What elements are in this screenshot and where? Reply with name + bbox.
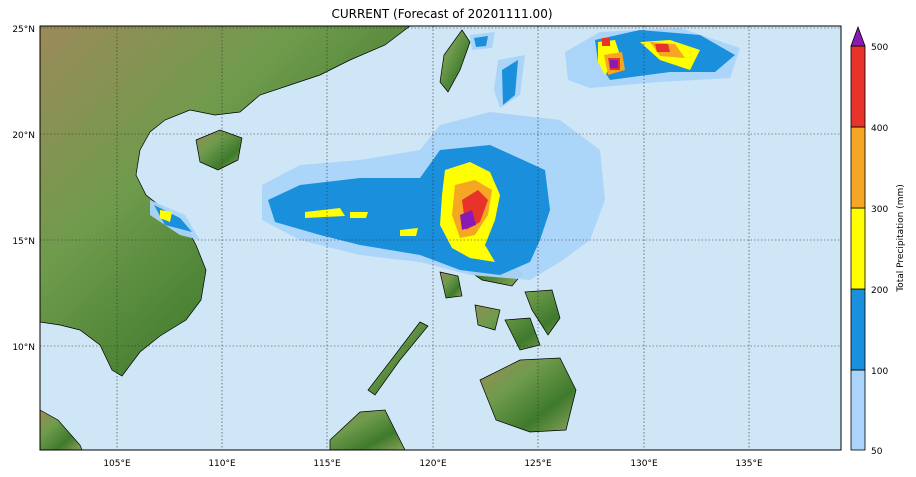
borneo xyxy=(329,409,406,450)
lon-tick-labels: 105°E 110°E 115°E 120°E 125°E 130°E 135°… xyxy=(103,459,763,469)
lon-tick: 115°E xyxy=(313,459,341,469)
colorbar-bin-200-300 xyxy=(850,207,866,290)
precipitation-over-500 xyxy=(460,60,618,230)
lon-tick: 130°E xyxy=(630,459,658,469)
colorbar-tick: 50 xyxy=(871,447,883,457)
lat-tick: 10°N xyxy=(12,343,35,353)
colorbar-tick: 300 xyxy=(871,205,888,215)
colorbar xyxy=(850,25,866,451)
colorbar-label: Total Precipitation (mm) xyxy=(896,184,906,293)
colorbar-tick: 500 xyxy=(871,43,888,53)
colorbar-bin-50-100 xyxy=(850,369,866,451)
colorbar-tick: 400 xyxy=(871,124,888,134)
gridlines xyxy=(40,26,841,450)
colorbar-extend-arrow xyxy=(850,25,866,47)
lon-tick: 125°E xyxy=(524,459,552,469)
colorbar-bin-300-400 xyxy=(850,126,866,209)
lat-tick: 25°N xyxy=(12,25,35,35)
taiwan xyxy=(439,29,471,93)
lat-tick: 15°N xyxy=(12,237,35,247)
map-title: CURRENT (Forecast of 20201111.00) xyxy=(331,7,553,21)
palawan xyxy=(367,321,429,396)
mindoro xyxy=(439,271,463,299)
lon-tick: 120°E xyxy=(419,459,447,469)
colorbar-tick: 100 xyxy=(871,367,888,377)
colorbar-tick-labels: 50 100 200 300 400 500 xyxy=(871,43,888,457)
lat-tick-labels: 25°N 20°N 15°N 10°N xyxy=(12,25,35,353)
colorbar-bin-100-200 xyxy=(850,288,866,371)
lat-tick: 20°N xyxy=(12,131,35,141)
hainan xyxy=(195,129,243,171)
lon-tick: 110°E xyxy=(208,459,236,469)
mindanao xyxy=(479,357,577,433)
malay-peninsula xyxy=(40,409,83,450)
colorbar-bin-400-500 xyxy=(850,45,866,128)
visayas xyxy=(474,289,561,351)
lon-tick: 105°E xyxy=(103,459,131,469)
colorbar-tick: 200 xyxy=(871,286,888,296)
map-frame xyxy=(39,25,842,451)
lon-tick: 135°E xyxy=(735,459,763,469)
